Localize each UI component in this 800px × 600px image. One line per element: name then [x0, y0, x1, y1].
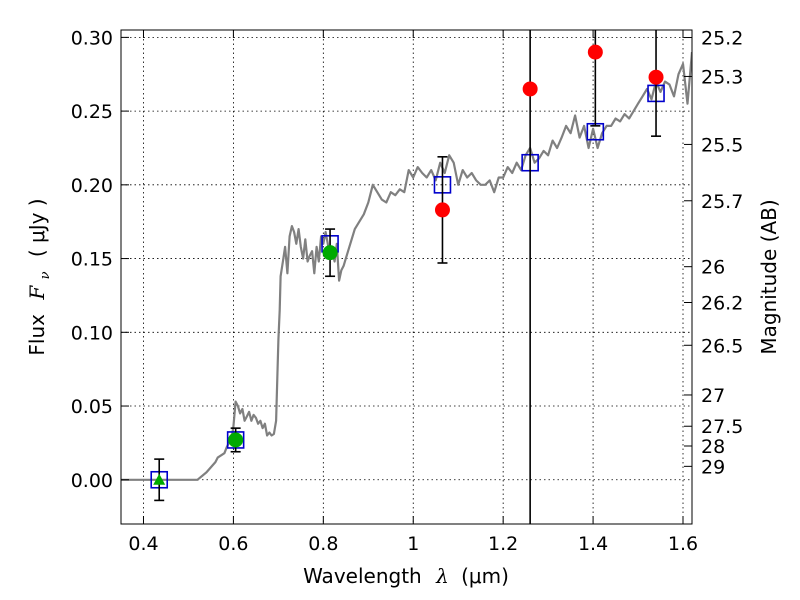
- plot-content: [121, 30, 692, 524]
- x-axis-label-text: Wavelength: [303, 564, 422, 588]
- axis-ticks: 0.4 0.6 0.8 1 1.2 1.4 1.6 0.00 0.05 0.10 0.15 0.20 0…: [71, 27, 744, 555]
- y-tick-label: 0.30: [71, 27, 113, 49]
- nir-measurement-point: [648, 69, 664, 85]
- y-tick-label: 0.10: [71, 322, 113, 344]
- magnitude-tick-label: 27: [701, 385, 725, 407]
- grid: [121, 30, 692, 524]
- y-tick-label: 0.05: [71, 396, 113, 418]
- nir-measurement-point: [587, 44, 603, 60]
- plot-area: [121, 30, 692, 524]
- nir-measurement-point: [434, 202, 450, 218]
- magnitude-tick-label: 27.5: [701, 416, 743, 438]
- magnitude-tick-label: 29: [701, 456, 725, 478]
- x-tick-label: 0.8: [308, 533, 338, 555]
- y-tick-label: 0.25: [71, 101, 113, 123]
- magnitude-tick-label: 25.7: [701, 191, 743, 213]
- y-tick-label: 0.15: [71, 249, 113, 271]
- magnitude-tick-label: 25.3: [701, 66, 743, 88]
- x-axis-label-unit: (μm): [461, 564, 509, 588]
- y-tick-label: 0.20: [71, 175, 113, 197]
- y-axis-label-text: Flux: [25, 314, 49, 356]
- y-axis-label-subscript: ν: [38, 271, 53, 279]
- magnitude-tick-label: 26.5: [701, 335, 743, 357]
- y-axis-label-symbol: F: [25, 285, 49, 301]
- x-axis-label-symbol: λ: [435, 564, 449, 588]
- magnitude-axis-label: Magnitude (AB): [757, 199, 781, 354]
- x-tick-label: 1.6: [668, 533, 698, 555]
- x-tick-label: 1.4: [578, 533, 608, 555]
- y-axis-label-unit: ( μJy ): [25, 198, 49, 257]
- magnitude-tick-label: 26: [701, 257, 725, 279]
- x-tick-label: 1.2: [488, 533, 518, 555]
- template-spectrum-line: [121, 52, 692, 481]
- plot-frame: [120, 29, 693, 525]
- x-tick-label: 1: [407, 533, 419, 555]
- magnitude-tick-label: 28: [701, 436, 725, 458]
- x-tick-label: 0.6: [218, 533, 248, 555]
- magnitude-tick-label: 25.5: [701, 134, 743, 156]
- optical-detection-point: [322, 245, 338, 261]
- nir-measurement-point: [522, 81, 538, 97]
- x-axis-label: Wavelength λ (μm): [303, 564, 509, 588]
- optical-detection-point: [228, 432, 244, 448]
- magnitude-tick-label: 26.2: [701, 293, 743, 315]
- optical-nondetection-point: [153, 473, 166, 485]
- x-tick-label: 0.4: [128, 533, 158, 555]
- y-tick-label: 0.00: [71, 470, 113, 492]
- magnitude-tick-label: 25.2: [701, 28, 743, 50]
- y-axis-label: Flux F ν ( μJy ): [25, 198, 54, 355]
